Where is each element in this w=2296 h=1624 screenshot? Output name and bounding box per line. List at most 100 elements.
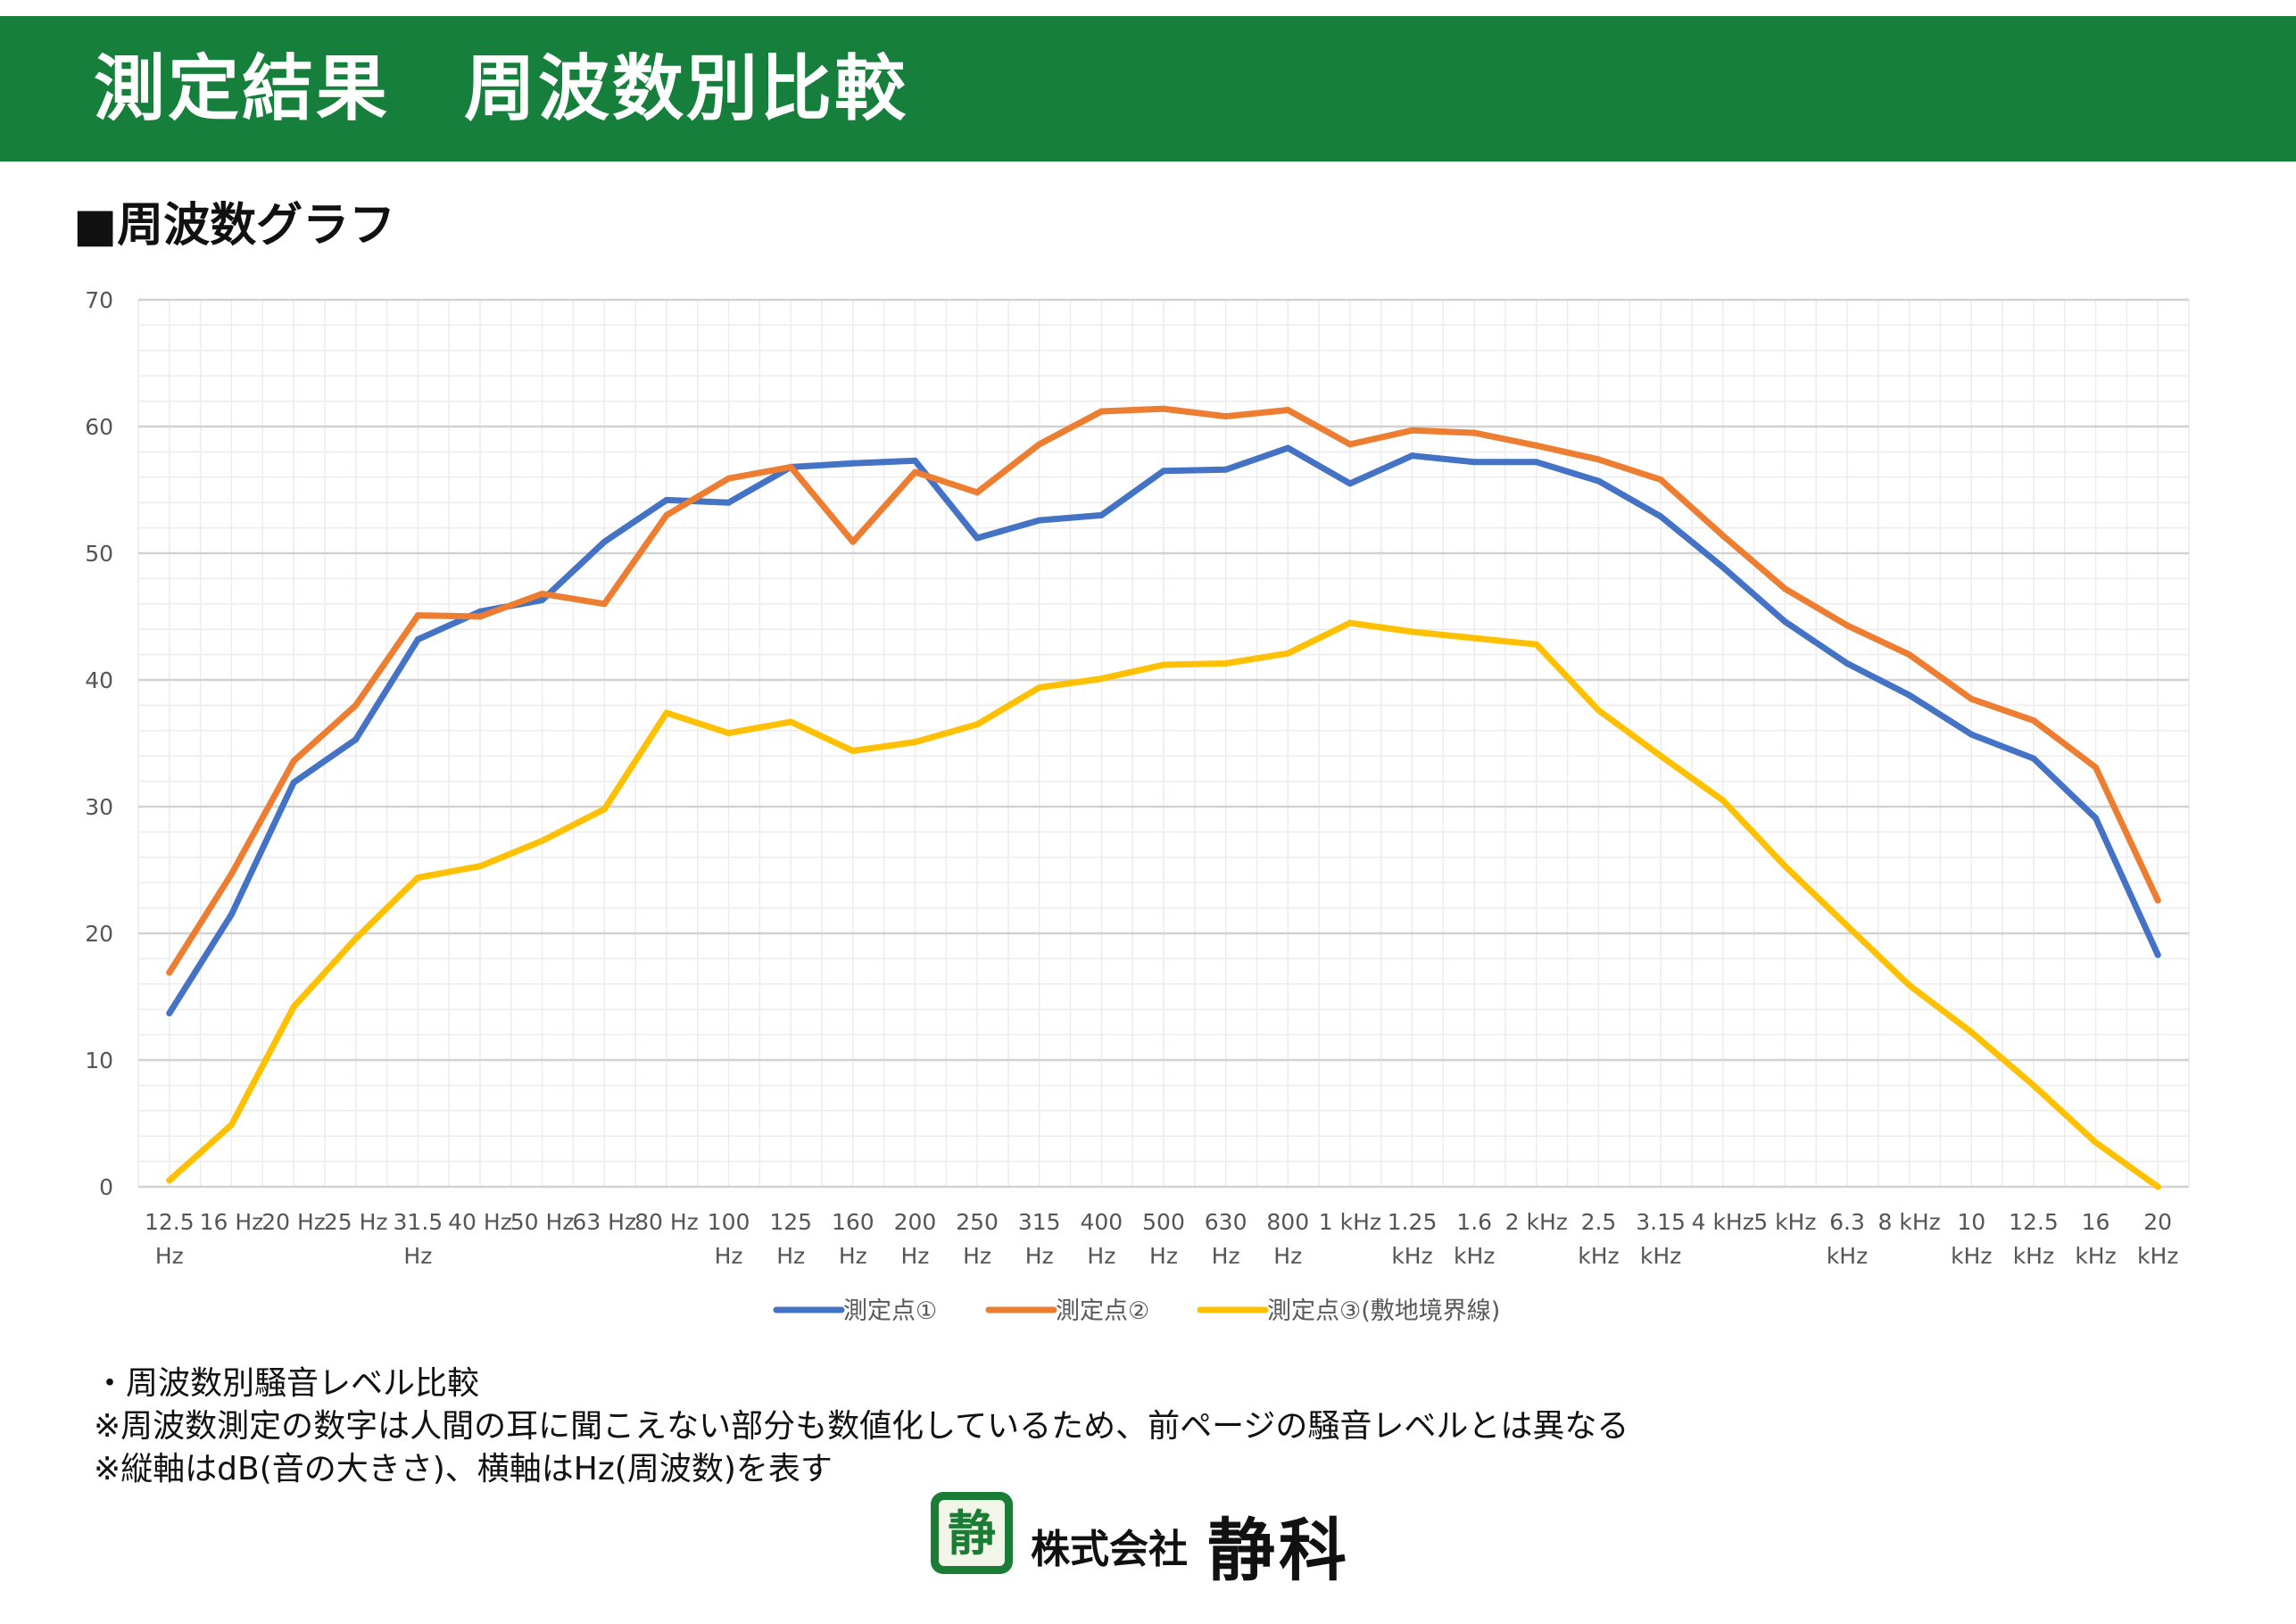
data-point xyxy=(787,718,794,725)
y-tick-label: 50 xyxy=(85,541,113,567)
x-tick-label: 315 xyxy=(1018,1209,1061,1235)
x-tick-label: Hz xyxy=(776,1243,805,1269)
data-point xyxy=(1968,731,1975,738)
x-tick-label: 160 xyxy=(832,1209,874,1235)
data-point xyxy=(414,874,421,882)
data-point xyxy=(228,1121,235,1128)
x-tick-label: kHz xyxy=(1454,1243,1495,1269)
x-tick-label: 12.5 xyxy=(2009,1209,2059,1235)
note-line-1: ・周波数別騒音レベル比較 xyxy=(94,1365,480,1402)
data-point xyxy=(2030,717,2037,724)
data-point xyxy=(1844,922,1851,929)
x-tick-label: 800 xyxy=(1266,1209,1309,1235)
data-point xyxy=(352,935,360,942)
logo-corp-type: 株式会社 xyxy=(1031,1527,1188,1572)
data-point xyxy=(477,863,484,870)
data-point xyxy=(414,636,421,643)
x-tick-label: Hz xyxy=(900,1243,929,1269)
data-point xyxy=(850,460,857,467)
data-point xyxy=(1347,441,1354,448)
data-point xyxy=(166,1009,173,1016)
data-point xyxy=(787,463,794,470)
data-point xyxy=(1160,405,1167,412)
y-axis-ticks: 0 10 20 30 40 50 60 70 xyxy=(85,287,113,1200)
x-tick-label: kHz xyxy=(1391,1243,1432,1269)
data-point xyxy=(1098,408,1105,415)
data-point xyxy=(1471,429,1478,436)
x-tick-label: Hz xyxy=(1025,1243,1054,1269)
data-point xyxy=(2154,897,2161,904)
data-point xyxy=(725,475,733,482)
x-tick-label: 31.5 xyxy=(394,1209,443,1235)
legend-label-1: 測定点① xyxy=(843,1297,937,1325)
legend: 測定点① 測定点② 測定点③(敷地境界線) xyxy=(773,1297,1500,1325)
data-point xyxy=(663,496,670,503)
logo-company-name: 静科 xyxy=(1207,1511,1350,1590)
data-point xyxy=(1968,1029,1975,1036)
data-point xyxy=(1347,619,1354,626)
data-point xyxy=(352,701,360,708)
grid-layer xyxy=(137,298,2190,1189)
data-point xyxy=(850,748,857,755)
data-point xyxy=(2093,815,2100,822)
data-point xyxy=(290,1003,297,1010)
x-tick-label: 80 Hz xyxy=(634,1209,699,1235)
data-point xyxy=(1781,618,1788,626)
data-point xyxy=(290,779,297,786)
data-point xyxy=(1595,477,1602,485)
y-tick-label: 60 xyxy=(85,414,113,440)
data-point xyxy=(1284,444,1291,452)
x-tick-label: kHz xyxy=(1951,1243,1992,1269)
note-line-3: ※縦軸はdB(音の大きさ)、横軸はHz(周波数)を表す xyxy=(94,1451,833,1487)
data-point xyxy=(1036,441,1043,448)
data-point xyxy=(1409,427,1416,434)
data-point xyxy=(1409,628,1416,635)
data-point xyxy=(1223,660,1230,667)
x-tick-label: 250 xyxy=(956,1209,999,1235)
data-point xyxy=(1036,517,1043,524)
data-point xyxy=(1160,468,1167,475)
data-point xyxy=(1471,459,1478,466)
data-point xyxy=(414,612,421,619)
x-tick-label: 20 xyxy=(2143,1209,2172,1235)
x-tick-label: 12.5 xyxy=(145,1209,195,1235)
x-tick-label: 125 xyxy=(769,1209,812,1235)
data-point xyxy=(725,730,733,737)
data-point xyxy=(1284,407,1291,414)
x-tick-label: kHz xyxy=(2013,1243,2054,1269)
page-title: 測定結果 周波数別比較 xyxy=(94,47,908,130)
y-tick-label: 10 xyxy=(85,1048,113,1073)
y-tick-label: 40 xyxy=(85,667,113,693)
data-point xyxy=(2093,1139,2100,1146)
data-point xyxy=(663,511,670,518)
data-point xyxy=(1409,452,1416,460)
x-tick-label: kHz xyxy=(1640,1243,1681,1269)
data-point xyxy=(1533,641,1540,648)
x-tick-label: 3.15 xyxy=(1636,1209,1686,1235)
x-tick-label: 63 Hz xyxy=(572,1209,636,1235)
x-tick-label: 100 xyxy=(708,1209,750,1235)
y-tick-label: 0 xyxy=(99,1174,113,1200)
data-point xyxy=(290,758,297,765)
data-point xyxy=(1720,797,1727,804)
x-tick-label: 8 kHz xyxy=(1878,1209,1941,1235)
x-tick-label: 40 Hz xyxy=(448,1209,512,1235)
data-point xyxy=(1036,684,1043,692)
logo-mark-icon: 静 xyxy=(931,1492,1013,1574)
data-point xyxy=(1284,650,1291,657)
x-tick-label: 500 xyxy=(1142,1209,1185,1235)
x-tick-label: 630 xyxy=(1205,1209,1247,1235)
data-point xyxy=(974,534,981,542)
data-point xyxy=(850,538,857,545)
data-point xyxy=(1781,863,1788,870)
data-point xyxy=(166,1177,173,1184)
data-point xyxy=(2154,951,2161,958)
x-tick-label: 2.5 xyxy=(1581,1209,1617,1235)
data-point xyxy=(1657,513,1664,520)
logo-mark-glyph: 静 xyxy=(939,1500,1005,1566)
x-tick-label: 10 xyxy=(1957,1209,1985,1235)
x-tick-label: kHz xyxy=(2075,1243,2116,1269)
x-tick-label: 2 kHz xyxy=(1505,1209,1568,1235)
data-point xyxy=(1223,413,1230,420)
data-point xyxy=(911,457,918,464)
